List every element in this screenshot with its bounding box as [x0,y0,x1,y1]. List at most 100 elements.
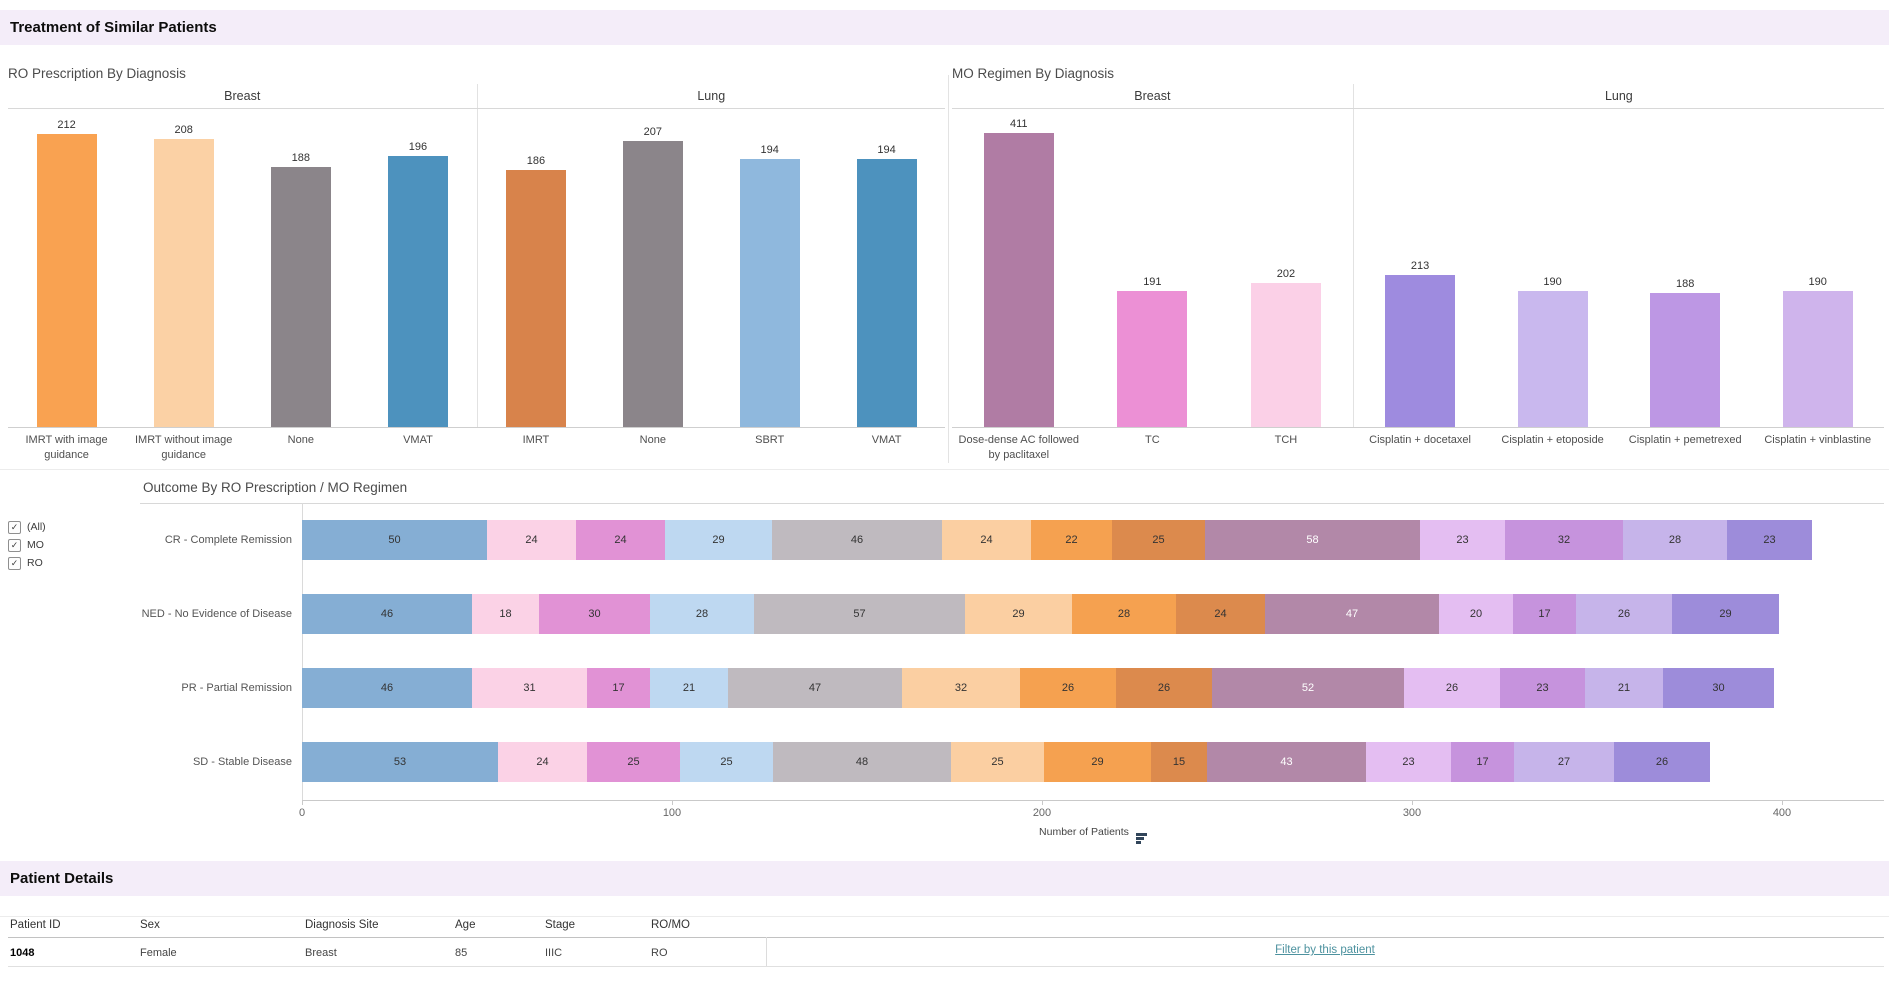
bar-segment[interactable]: 24 [487,520,576,560]
bar-segment[interactable]: 24 [498,742,587,782]
bar-segment[interactable]: 21 [1585,668,1663,708]
bar-segment[interactable]: 17 [1451,742,1514,782]
bar-segment[interactable]: 26 [1116,668,1212,708]
category-label-imrt-without-image-guidance[interactable]: IMRT without image guidance [134,434,233,461]
bar-segment[interactable]: 24 [942,520,1031,560]
checkbox-checked-icon[interactable] [8,556,21,570]
col-header-stage[interactable]: Stage [545,919,576,931]
bar-imrt[interactable] [505,170,566,427]
checkbox-checked-icon[interactable] [8,520,21,534]
filter-checkbox-all[interactable]: (All) [8,520,46,534]
bar-segment[interactable]: 47 [1265,594,1439,634]
bar-segment[interactable]: 43 [1207,742,1366,782]
filter-checkbox-ro[interactable]: RO [8,556,43,570]
bar-segment[interactable]: 46 [772,520,942,560]
bar-segment[interactable]: 30 [539,594,650,634]
bar-segment[interactable]: 23 [1727,520,1812,560]
col-header-ro-mo[interactable]: RO/MO [651,919,690,931]
bar-segment[interactable]: 29 [965,594,1072,634]
bar-none[interactable] [270,167,331,427]
bar-segment[interactable]: 26 [1404,668,1500,708]
category-label-cisplatin-etoposide[interactable]: Cisplatin + etoposide [1501,434,1604,446]
bar-segment[interactable]: 15 [1151,742,1207,782]
bar-segment[interactable]: 28 [1623,520,1727,560]
bar-segment[interactable]: 27 [1514,742,1614,782]
category-label-cisplatin-pemetrexed[interactable]: Cisplatin + pemetrexed [1628,434,1742,446]
sort-descending-icon[interactable] [1135,833,1147,844]
bar-segment[interactable]: 52 [1212,668,1404,708]
bar-segment[interactable]: 25 [951,742,1044,782]
category-label-vmat[interactable]: VMAT [871,434,902,446]
category-label-sbrt[interactable]: SBRT [755,434,785,446]
bar-vmat[interactable] [856,159,917,427]
bar-tc[interactable] [1117,291,1188,427]
bar-segment[interactable]: 53 [302,742,498,782]
bar-segment[interactable]: 26 [1576,594,1672,634]
bar-segment[interactable]: 26 [1020,668,1116,708]
category-label-none[interactable]: None [287,434,314,446]
category-label-imrt[interactable]: IMRT [522,434,550,446]
bar-segment[interactable]: 47 [728,668,902,708]
category-label-dose-dense-ac-followed-by-paclitaxel[interactable]: Dose-dense AC followed by paclitaxel [958,434,1080,461]
col-header-diagnosis-site[interactable]: Diagnosis Site [305,919,379,931]
bar-none[interactable] [622,141,683,427]
category-label-tch[interactable]: TCH [1274,434,1298,446]
bar-segment[interactable]: 22 [1031,520,1112,560]
bar-segment[interactable]: 29 [1044,742,1151,782]
row-label[interactable]: CR - Complete Remission [164,534,292,546]
cell-sex[interactable]: Female [140,947,177,959]
cell-ro-mo[interactable]: RO [651,947,668,959]
row-label[interactable]: PR - Partial Remission [181,682,292,694]
bar-segment[interactable]: 17 [1513,594,1576,634]
category-label-tc[interactable]: TC [1145,434,1160,446]
checkbox-checked-icon[interactable] [8,538,21,552]
bar-segment[interactable]: 46 [302,668,472,708]
bar-segment[interactable]: 46 [302,594,472,634]
bar-segment[interactable]: 17 [587,668,650,708]
bar-segment[interactable]: 20 [1439,594,1513,634]
bar-segment[interactable]: 25 [1112,520,1205,560]
bar-segment[interactable]: 58 [1205,520,1420,560]
bar-segment[interactable]: 48 [773,742,951,782]
filter-checkbox-mo[interactable]: MO [8,538,44,552]
category-label-vmat[interactable]: VMAT [403,434,433,446]
col-header-age[interactable]: Age [455,919,476,931]
cell-age[interactable]: 85 [455,947,468,959]
col-header-patient-id[interactable]: Patient ID [10,919,61,931]
row-label[interactable]: SD - Stable Disease [192,756,292,768]
bar-segment[interactable]: 50 [302,520,487,560]
bar-segment[interactable]: 24 [576,520,665,560]
bar-sbrt[interactable] [739,159,800,427]
bar-segment[interactable]: 25 [587,742,680,782]
bar-imrt-without-image-guidance[interactable] [153,139,214,427]
category-label-cisplatin-docetaxel[interactable]: Cisplatin + docetaxel [1369,434,1471,446]
bar-dose-dense-ac-followed-by-paclitaxel[interactable] [983,133,1054,427]
filter-by-patient-link[interactable]: Filter by this patient [1275,944,1375,956]
bar-segment[interactable]: 32 [1505,520,1623,560]
category-label-cisplatin-vinblastine[interactable]: Cisplatin + vinblastine [1764,434,1872,446]
bar-segment[interactable]: 26 [1614,742,1710,782]
bar-segment[interactable]: 23 [1500,668,1585,708]
bar-tch[interactable] [1250,283,1321,427]
table-row[interactable]: 1048 Female Breast 85 IIIC RO [0,941,1889,965]
bar-segment[interactable]: 21 [650,668,728,708]
bar-segment[interactable]: 28 [1072,594,1176,634]
bar-segment[interactable]: 23 [1420,520,1505,560]
bar-vmat[interactable] [387,156,448,427]
bar-cisplatin-pemetrexed[interactable] [1650,293,1721,427]
bar-segment[interactable]: 18 [472,594,539,634]
bar-cisplatin-vinblastine[interactable] [1782,291,1853,427]
bar-segment[interactable]: 23 [1366,742,1451,782]
cell-diagnosis-site[interactable]: Breast [305,947,337,959]
category-label-none[interactable]: None [639,434,666,446]
cell-patient-id[interactable]: 1048 [10,947,35,959]
bar-imrt-with-image-guidance[interactable] [36,134,97,427]
bar-segment[interactable]: 32 [902,668,1020,708]
cell-stage[interactable]: IIIC [545,947,563,959]
bar-segment[interactable]: 25 [680,742,773,782]
bar-segment[interactable]: 24 [1176,594,1265,634]
bar-segment[interactable]: 28 [650,594,754,634]
bar-segment[interactable]: 31 [472,668,587,708]
bar-segment[interactable]: 57 [754,594,965,634]
bar-segment[interactable]: 30 [1663,668,1774,708]
